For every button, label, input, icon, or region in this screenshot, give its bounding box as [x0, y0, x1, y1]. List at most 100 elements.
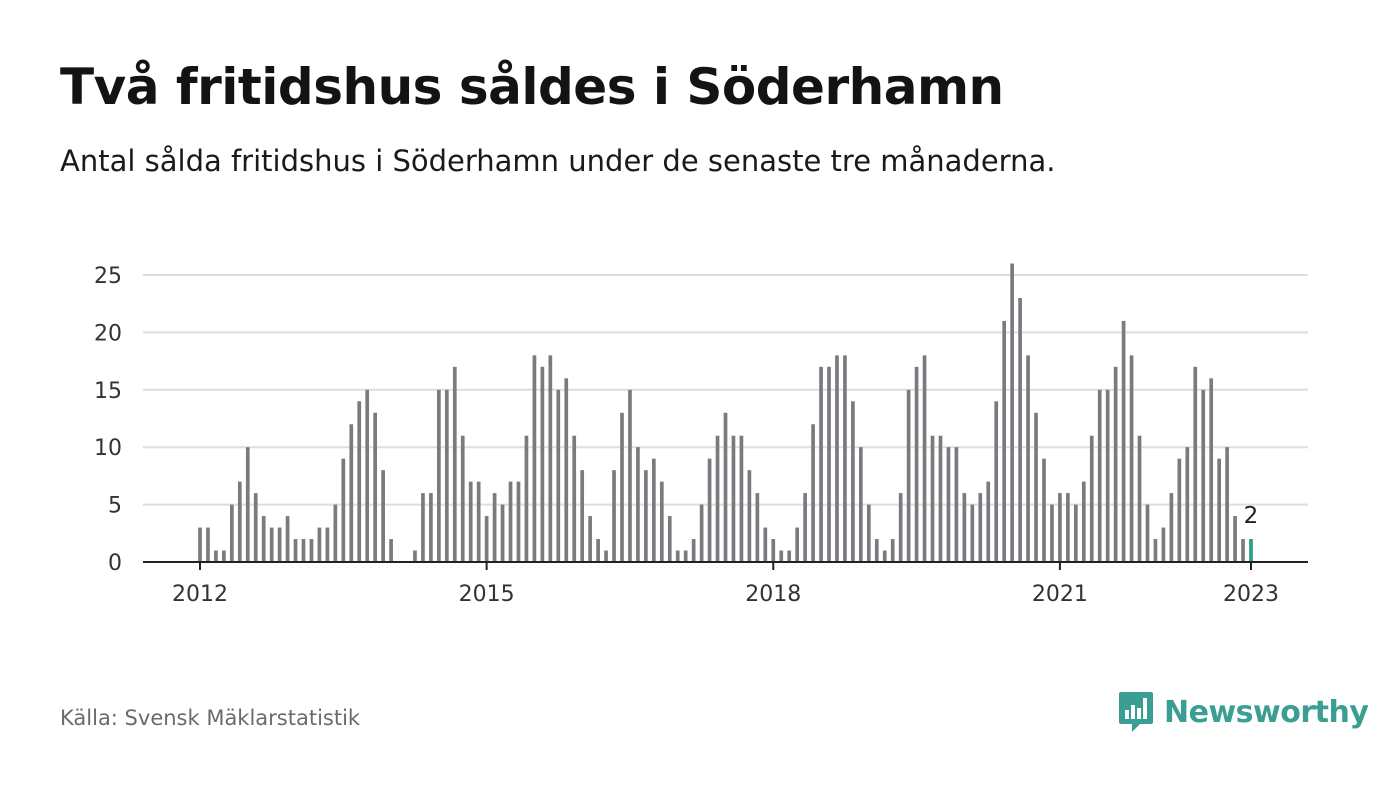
bar: [827, 366, 831, 562]
bar: [1081, 481, 1086, 562]
bar: [715, 435, 720, 562]
bar: [325, 527, 330, 562]
bar: [1066, 493, 1070, 562]
bar: [986, 481, 991, 562]
bar: [484, 516, 489, 562]
bar: [508, 481, 513, 562]
bar: [237, 481, 242, 562]
bar: [229, 504, 234, 562]
bar: [922, 355, 927, 562]
page-subtitle: Antal sålda fritidshus i Söderhamn under…: [60, 144, 1056, 178]
axes: [143, 561, 1308, 570]
bar: [683, 550, 688, 562]
bar: [309, 539, 314, 562]
bar: [1073, 504, 1078, 562]
bar: [389, 539, 393, 562]
bar: [1097, 389, 1102, 562]
bar: [532, 355, 537, 562]
bar: [675, 550, 680, 562]
brand-logo[interactable]: Newsworthy: [1118, 690, 1369, 734]
bar: [1209, 378, 1214, 562]
bar: [819, 366, 823, 562]
bar: [341, 458, 346, 562]
bar: [1089, 435, 1094, 562]
bar: [1058, 493, 1062, 562]
bar: [628, 389, 632, 562]
bar: [285, 516, 290, 562]
bar: [1121, 320, 1126, 562]
bar: [620, 412, 624, 562]
bar: [930, 435, 935, 562]
bar: [1185, 447, 1190, 562]
bar: [580, 470, 585, 562]
bar: [1241, 539, 1245, 562]
bar: [277, 527, 282, 562]
bar: [835, 355, 839, 562]
bar: [245, 447, 250, 562]
bar: [500, 504, 505, 562]
bar: [1042, 458, 1046, 562]
bar: [1010, 263, 1014, 562]
bar: [548, 355, 553, 562]
bar: [293, 539, 298, 562]
bar: [1113, 366, 1118, 562]
bar: [978, 493, 983, 562]
bar: [1018, 297, 1022, 562]
bar: [787, 550, 792, 562]
bar: [373, 412, 378, 562]
bar: [261, 516, 266, 562]
bar: [269, 527, 274, 562]
bar: [492, 493, 497, 562]
bar: [604, 550, 608, 562]
brand-name: Newsworthy: [1164, 694, 1369, 730]
bar: [970, 504, 975, 562]
bar: [811, 424, 815, 562]
bar: [253, 493, 258, 562]
bar: [994, 401, 999, 562]
bar: [914, 366, 919, 562]
bar: [1002, 320, 1007, 562]
y-tick-label-10: 10: [94, 436, 122, 461]
bar: [803, 493, 807, 562]
bar: [381, 470, 385, 562]
bar: [938, 435, 943, 562]
bar: [198, 527, 202, 562]
bar: [723, 412, 728, 562]
bar: [1026, 355, 1030, 562]
newsworthy-logo-icon: [1119, 692, 1153, 732]
bar: [333, 504, 338, 562]
x-tick-label-2012: 2012: [172, 582, 228, 607]
bar: [476, 481, 481, 562]
bar: [874, 539, 879, 562]
bar: [779, 550, 784, 562]
bar: [851, 401, 855, 562]
bar: [222, 550, 226, 562]
bar: [206, 527, 210, 562]
page-title: Två fritidshus såldes i Söderhamn: [60, 58, 1004, 116]
bar: [1217, 458, 1222, 562]
bar: [612, 470, 616, 562]
bar: [437, 389, 441, 562]
bar: [1169, 493, 1174, 562]
bar: [1249, 539, 1253, 562]
bar: [859, 447, 863, 562]
bar: [843, 355, 847, 562]
bar: [1105, 389, 1110, 562]
bar: [890, 539, 895, 562]
bar: [301, 539, 306, 562]
bar: [564, 378, 569, 562]
bar: [691, 539, 696, 562]
bar: [452, 366, 457, 562]
bar: [468, 481, 473, 562]
bar: [572, 435, 577, 562]
bar: [1201, 389, 1206, 562]
x-tick-label-2023: 2023: [1223, 582, 1279, 607]
bar: [771, 539, 776, 562]
bar: [588, 516, 592, 562]
bar: [1233, 516, 1237, 562]
bar: [906, 389, 911, 562]
bar: [699, 504, 704, 562]
bar: [214, 550, 218, 562]
bar: [317, 527, 322, 562]
bar: [1225, 447, 1229, 562]
